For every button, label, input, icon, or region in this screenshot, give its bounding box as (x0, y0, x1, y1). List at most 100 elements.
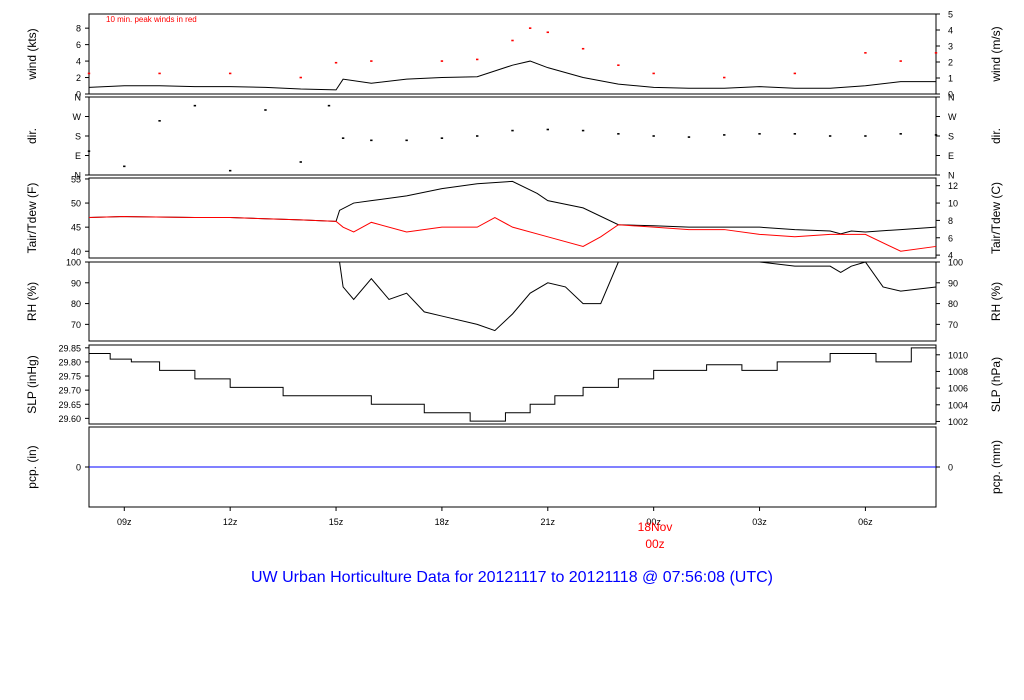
temp-left-tick-label: 50 (71, 199, 81, 209)
x-tick-label: 03z (752, 517, 767, 527)
dir-ylabel-right: dir. (989, 128, 1003, 144)
x-tick-label: 12z (223, 517, 238, 527)
date-marker-day: 18Nov (638, 520, 673, 534)
dir-point (193, 104, 197, 107)
slp-right-tick-label: 1008 (948, 367, 968, 377)
wind-point (723, 76, 726, 79)
slp-left-tick-label: 29.80 (58, 357, 81, 367)
wind-point (581, 47, 585, 50)
dir-point (264, 109, 267, 111)
wind-left-tick-label: 0 (76, 90, 81, 100)
rh-right-tick-label: 80 (948, 299, 958, 309)
rh-ylabel-right: RH (%) (989, 282, 1003, 321)
slp-right-tick-label: 1004 (948, 400, 968, 410)
temp-series-line (88, 180, 937, 235)
dir-point (123, 165, 126, 168)
dir-frame (88, 96, 937, 176)
temp-right-tick-label: 8 (948, 216, 953, 226)
temp-left-tick-label: 55 (71, 174, 81, 184)
dir-point (758, 133, 761, 135)
panel-temp: 40 45 50 55 4 6 8 10 12 Tair/Tdew (F) Tair/Tdew (C… (25, 174, 1003, 260)
date-marker-hour: 00z (645, 537, 664, 551)
wind-right-tick-label: 4 (948, 26, 953, 36)
rh-left-tick-label: 100 (66, 258, 81, 268)
dir-point (617, 133, 620, 135)
slp-left-tick-label: 29.70 (58, 386, 81, 396)
dir-point (299, 161, 302, 163)
temp-right-tick-label: 10 (948, 199, 958, 209)
temp-ylabel-left: Tair/Tdew (F) (25, 183, 39, 254)
temp-right-tick-label: 6 (948, 233, 953, 243)
x-tick-label: 21z (541, 517, 556, 527)
panel-slp: 29.60 29.65 29.70 29.75 29.80 29.85 1002 1004 10… (25, 343, 1003, 427)
slp-series-line (89, 347, 936, 422)
x-tick-label: 06z (858, 517, 873, 527)
rh-right-tick-label: 70 (948, 320, 958, 330)
dir-point (581, 129, 585, 132)
wind-series-line (88, 60, 936, 91)
dir-point (864, 135, 867, 137)
dir-point (652, 135, 655, 137)
dir-point (511, 129, 514, 132)
temp-left-tick-label: 45 (71, 223, 81, 233)
dir-left-tick-label: N (75, 171, 82, 181)
wind-point (158, 72, 161, 75)
wind-right-tick-label: 0 (948, 90, 953, 100)
wind-point (476, 58, 479, 61)
slp-ylabel-left: SLP (inHg) (25, 355, 39, 413)
dir-point (370, 139, 373, 142)
wind-point (528, 27, 532, 29)
rh-left-tick-label: 90 (71, 278, 81, 288)
pcp-right-tick-label: 0 (948, 463, 953, 473)
wind-left-tick-label: 2 (76, 73, 81, 83)
rh-left-tick-label: 70 (71, 320, 81, 330)
pcp-ylabel-right: pcp. (mm) (989, 440, 1003, 494)
wind-left-tick-label: 8 (76, 24, 81, 34)
dir-point (228, 169, 232, 172)
wind-left-tick-label: 6 (76, 40, 81, 50)
wind-point (440, 60, 444, 62)
slp-right-tick-label: 1010 (948, 350, 968, 360)
slp-frame (88, 344, 937, 425)
x-axis: 09z 12z 15z 18z 21z 00z 03z 06z (117, 507, 873, 527)
wind-point (864, 52, 867, 54)
rh-left-tick-label: 80 (71, 299, 81, 309)
x-tick-label: 00z (646, 517, 661, 527)
wind-point (652, 72, 655, 75)
x-tick-label: 18z (435, 517, 450, 527)
dir-left-tick-label: E (75, 151, 81, 161)
wind-ylabel-right: wind (m/s) (989, 26, 1003, 82)
dir-left-tick-label: W (73, 112, 82, 122)
slp-right-tick-label: 1006 (948, 384, 968, 394)
x-tick-label: 15z (329, 517, 344, 527)
dir-ylabel-left: dir. (25, 128, 39, 144)
dir-point (341, 137, 345, 139)
peak-wind-note: 10 min. peak winds in red (106, 15, 197, 24)
wind-point (511, 39, 514, 42)
slp-left-tick-label: 29.60 (58, 414, 81, 424)
wind-point (334, 61, 338, 64)
wind-point (87, 72, 91, 75)
wind-point (228, 72, 232, 75)
rh-series-line (339, 261, 937, 332)
panel-rh: 70 80 90 100 70 80 90 100 RH (%) RH (%) (25, 258, 1003, 342)
dir-point (793, 133, 797, 135)
dir-point (546, 128, 549, 131)
slp-left-tick-label: 29.75 (58, 372, 81, 382)
dir-point (934, 134, 938, 136)
rh-frame (88, 261, 937, 342)
pcp-ylabel-left: pcp. (in) (25, 445, 39, 488)
temp-right-tick-label: 4 (948, 251, 953, 261)
dir-point (687, 136, 691, 138)
rh-ylabel-left: RH (%) (25, 282, 39, 321)
dir-point (158, 120, 161, 122)
wind-right-tick-label: 2 (948, 58, 953, 68)
dir-right-tick-label: W (948, 112, 957, 122)
slp-ylabel-right: SLP (hPa) (989, 357, 1003, 412)
slp-left-tick-label: 29.85 (58, 343, 81, 353)
dir-point (723, 134, 726, 136)
wind-frame (88, 13, 937, 95)
